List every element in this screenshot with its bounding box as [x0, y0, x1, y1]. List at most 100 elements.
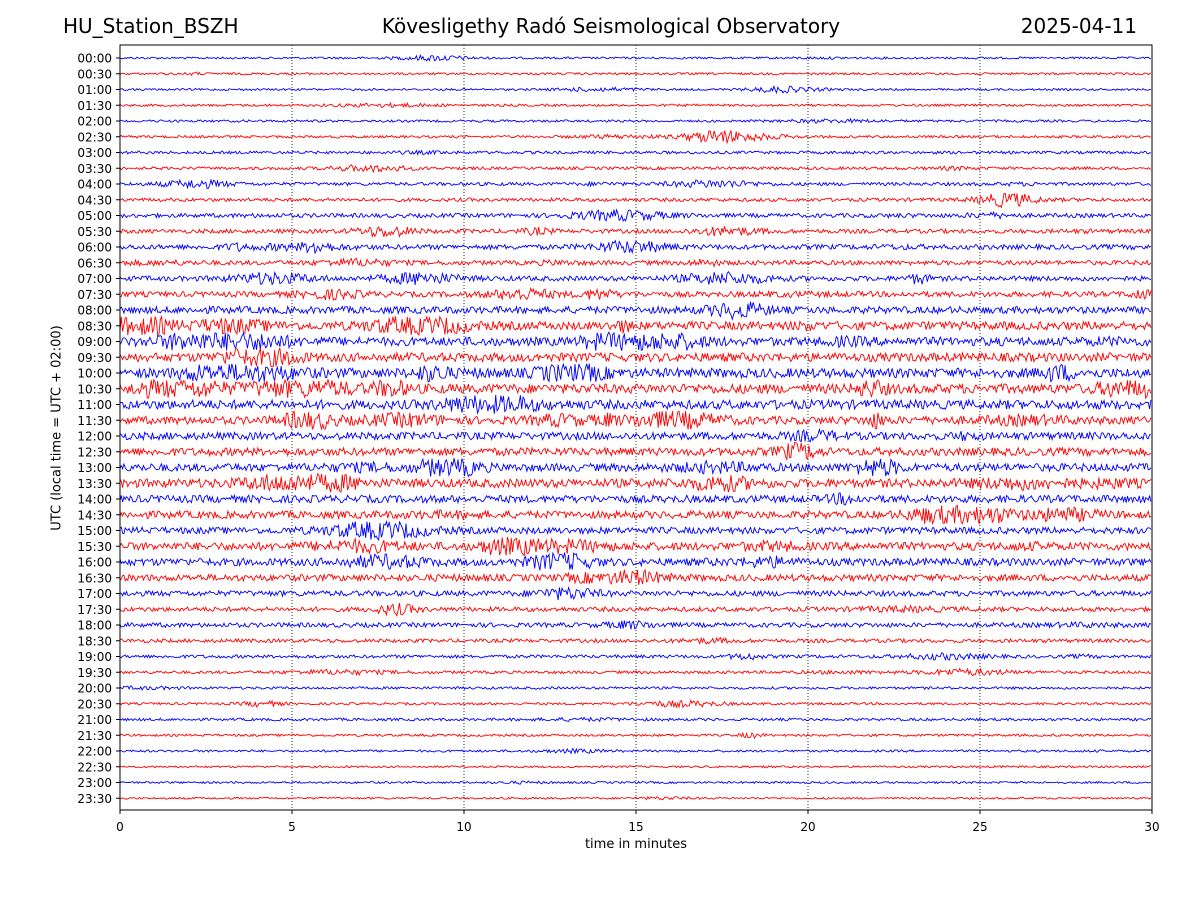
y-tick-label: 21:30	[77, 729, 112, 743]
chart-date: 2025-04-11	[1020, 14, 1137, 38]
trace-1530	[119, 536, 1152, 557]
trace-1830	[119, 636, 1152, 645]
y-tick-label: 09:30	[77, 351, 112, 365]
trace-1000	[119, 362, 1152, 383]
trace-1030	[119, 378, 1152, 400]
y-tick-label: 14:00	[77, 493, 112, 507]
x-tick-label: 30	[1144, 820, 1159, 834]
y-tick-label: 13:30	[77, 477, 112, 491]
y-tick-label: 23:00	[77, 776, 112, 790]
trace-1900	[119, 652, 1152, 661]
y-tick-label: 05:30	[77, 225, 112, 239]
trace-1600	[119, 551, 1152, 571]
y-tick-label: 19:00	[77, 650, 112, 664]
trace-0130	[119, 101, 1152, 109]
trace-1700	[119, 586, 1152, 601]
trace-0830	[119, 314, 1152, 337]
trace-0300	[119, 149, 1152, 156]
y-tick-label: 00:00	[77, 52, 112, 66]
y-tick-label: 15:30	[77, 540, 112, 554]
y-tick-label: 18:30	[77, 634, 112, 648]
trace-2130	[119, 731, 1152, 740]
y-tick-label: 22:30	[77, 760, 112, 774]
trace-1430	[119, 504, 1152, 526]
trace-0630	[119, 257, 1152, 268]
trace-1330	[119, 472, 1152, 493]
trace-0900	[119, 331, 1152, 351]
trace-0500	[119, 208, 1152, 222]
y-tick-label: 06:00	[77, 241, 112, 255]
y-tick-label: 06:30	[77, 256, 112, 270]
trace-1500	[119, 519, 1152, 541]
y-tick-label: 00:30	[77, 67, 112, 81]
y-tick-label: 11:00	[77, 398, 112, 412]
trace-0000	[119, 53, 1151, 62]
x-axis-ticks: 0 5 10 15 20 25 30	[116, 810, 1160, 834]
plot-frame	[119, 44, 1153, 811]
trace-1800	[119, 620, 1152, 630]
y-tick-label: 08:30	[77, 319, 112, 333]
trace-2000	[119, 685, 1152, 691]
y-tick-label: 07:30	[77, 288, 112, 302]
trace-2100	[119, 716, 1152, 723]
trace-0200	[119, 117, 1151, 125]
y-tick-label: 19:30	[77, 666, 112, 680]
y-tick-label: 04:30	[77, 193, 112, 207]
y-axis-label: UTC (local time = UTC + 02:00)	[49, 325, 65, 531]
trace-0600	[119, 239, 1152, 255]
trace-2200	[119, 747, 1152, 755]
y-tick-label: 22:00	[77, 745, 112, 759]
x-tick-label: 15	[628, 820, 643, 834]
y-tick-label: 16:30	[77, 571, 112, 585]
y-tick-label: 02:00	[77, 115, 112, 129]
y-tick-label: 21:00	[77, 713, 112, 727]
y-tick-label: 09:00	[77, 335, 112, 349]
y-tick-label: 16:00	[77, 556, 112, 570]
y-tick-label: 17:30	[77, 603, 112, 617]
trace-1400	[119, 492, 1152, 506]
trace-0330	[119, 164, 1152, 173]
y-tick-label: 13:00	[77, 461, 112, 475]
y-tick-label: 05:00	[77, 209, 112, 223]
x-tick-label: 0	[116, 820, 124, 834]
trace-1100	[119, 394, 1152, 415]
x-tick-label: 25	[972, 820, 987, 834]
trace-1930	[119, 667, 1152, 677]
trace-0230	[119, 130, 1152, 144]
chart-title: Kövesligethy Radó Seismological Observat…	[381, 14, 841, 38]
trace-2030	[119, 699, 1152, 709]
y-tick-label: 01:00	[77, 83, 112, 97]
y-tick-label: 20:30	[77, 697, 112, 711]
trace-0530	[119, 226, 1152, 239]
trace-0430	[120, 193, 1152, 209]
seismic-traces	[119, 53, 1152, 801]
trace-1630	[119, 568, 1152, 585]
trace-1730	[119, 603, 1152, 617]
y-tick-label: 10:30	[77, 382, 112, 396]
y-tick-label: 14:30	[77, 508, 112, 522]
trace-1130	[119, 410, 1152, 431]
station-name: HU_Station_BSZH	[63, 14, 239, 38]
trace-1230	[119, 441, 1152, 461]
y-tick-label: 04:00	[77, 178, 112, 192]
x-axis-label: time in minutes	[584, 837, 688, 852]
trace-0030	[119, 71, 1152, 77]
y-tick-label: 12:00	[77, 430, 112, 444]
y-tick-label: 03:00	[77, 146, 112, 160]
trace-0100	[119, 84, 1151, 95]
x-tick-label: 10	[456, 820, 471, 834]
y-tick-label: 01:30	[77, 99, 112, 113]
trace-0400	[119, 178, 1152, 190]
trace-2230	[119, 764, 1151, 769]
trace-0700	[119, 270, 1152, 286]
trace-1200	[119, 427, 1151, 443]
y-tick-label: 17:00	[77, 587, 112, 601]
trace-0730	[119, 286, 1152, 301]
y-tick-label: 02:30	[77, 130, 112, 144]
y-tick-label: 03:30	[77, 162, 112, 176]
trace-0800	[119, 301, 1152, 321]
y-tick-label: 23:30	[77, 792, 112, 806]
y-tick-label: 07:00	[77, 272, 112, 286]
x-tick-label: 5	[288, 820, 296, 834]
